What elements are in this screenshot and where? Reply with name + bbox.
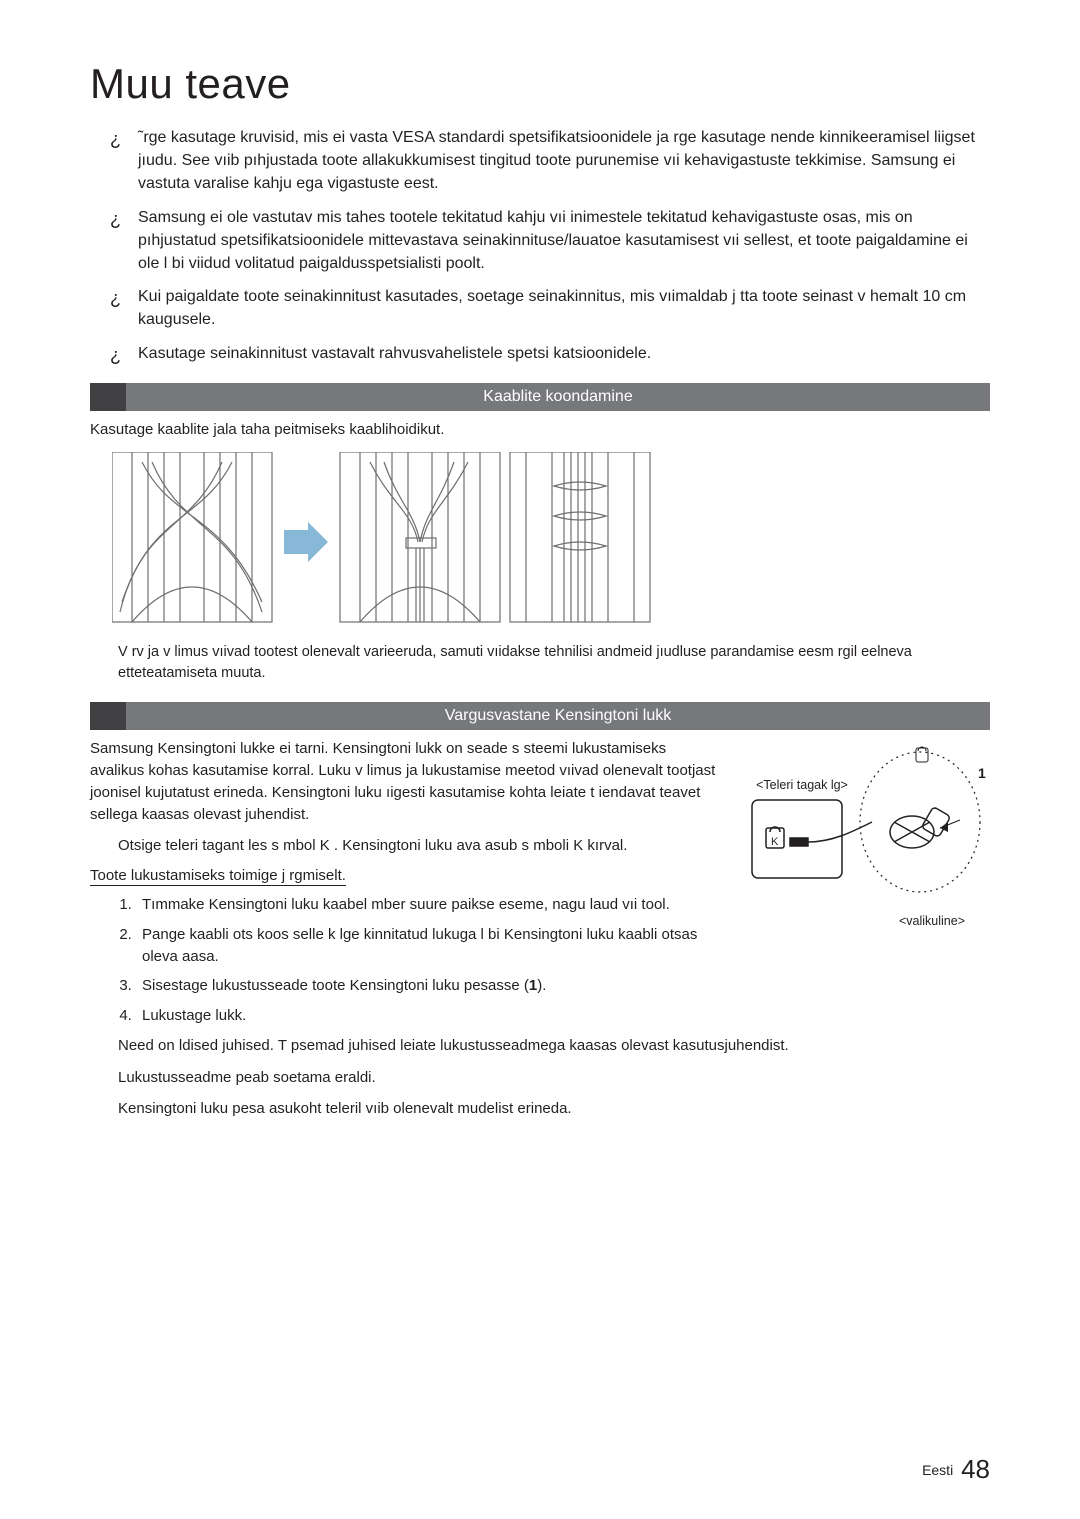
svg-text:K: K	[771, 836, 779, 848]
kensington-row: Samsung Kensingtoni lukke ei tarni. Kens…	[90, 738, 990, 975]
warning-item: ˜rge kasutage kruvisid, mis ei vasta VES…	[118, 126, 990, 196]
section-bar-kensington: Vargusvastane Kensingtoni lukk	[90, 702, 990, 730]
page-title: Muu teave	[90, 60, 990, 108]
section-bar-cables: Kaablite koondamine	[90, 383, 990, 411]
step-item: Tımmake Kensingtoni luku kaabel mber suu…	[136, 894, 724, 916]
tail-note: Need on ldised juhised. T psemad juhised…	[118, 1035, 990, 1057]
steps-heading: Toote lukustamiseks toimige j rgmiselt.	[90, 867, 346, 886]
footer-page-number: 48	[961, 1454, 990, 1484]
arrow-icon	[284, 522, 328, 562]
svg-text:1: 1	[978, 765, 986, 781]
steps-list: Tımmake Kensingtoni luku kaabel mber suu…	[90, 894, 724, 967]
warning-item: Samsung ei ole vastutav mis tahes tootel…	[118, 206, 990, 276]
cables-intro: Kasutage kaablite jala taha peitmiseks k…	[90, 419, 990, 441]
figure-caption-back: <Teleri tagak lg>	[752, 778, 852, 792]
warning-list: ˜rge kasutage kruvisid, mis ei vasta VES…	[90, 126, 990, 365]
tail-notes: Need on ldised juhised. T psemad juhised…	[90, 1035, 990, 1120]
document-page: Muu teave ˜rge kasutage kruvisid, mis ei…	[0, 0, 1080, 1519]
tail-note: Lukustusseadme peab soetama eraldi.	[118, 1067, 990, 1089]
step-item: Pange kaabli ots koos selle k lge kinnit…	[136, 924, 724, 968]
cables-note: V rv ja v limus vıivad tootest olenevalt…	[90, 642, 990, 684]
kensington-intro: Samsung Kensingtoni lukke ei tarni. Kens…	[90, 738, 724, 825]
warning-item: Kasutage seinakinnitust vastavalt rahvus…	[118, 342, 990, 365]
tail-note: Kensingtoni luku pesa asukoht teleril vı…	[118, 1098, 990, 1120]
kensington-find: Otsige teleri tagant les s mbol K . Kens…	[90, 835, 724, 857]
cable-diagram	[112, 452, 990, 632]
footer-lang: Eesti	[922, 1462, 953, 1478]
kensington-figure: <Teleri tagak lg> <valikuline> K	[742, 742, 990, 942]
page-footer: Eesti 48	[922, 1454, 990, 1485]
step-item: Lukustage lukk.	[136, 1005, 990, 1027]
figure-caption-optional: <valikuline>	[882, 914, 982, 928]
warning-item: Kui paigaldate toote seinakinnitust kasu…	[118, 285, 990, 331]
steps-list-cont: Sisestage lukustusseade toote Kensington…	[90, 975, 990, 1027]
step-item: Sisestage lukustusseade toote Kensington…	[136, 975, 990, 997]
